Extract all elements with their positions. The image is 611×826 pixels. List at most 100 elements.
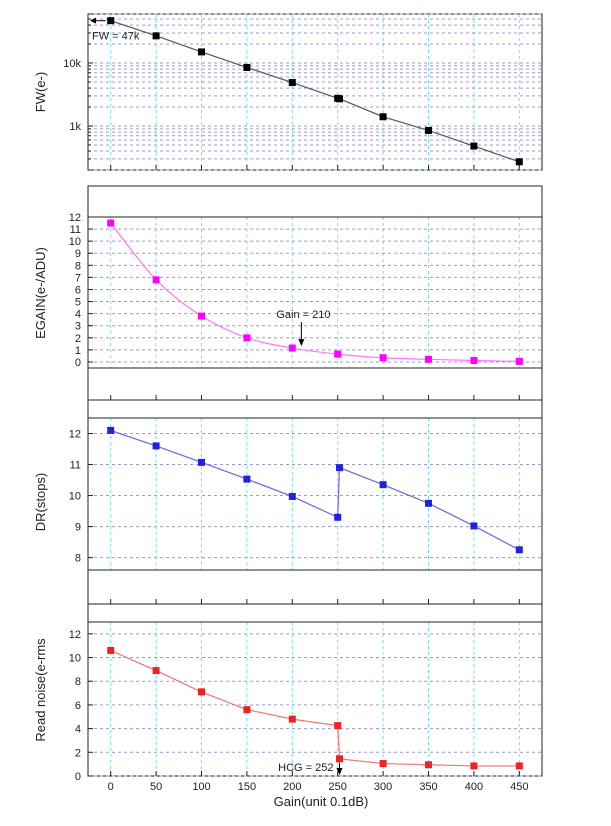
x-axis-label: Gain(unit 0.1dB) bbox=[274, 794, 369, 809]
data-point bbox=[334, 350, 342, 358]
y-tick-label: 0 bbox=[75, 771, 81, 783]
y-tick-label: 1k bbox=[69, 121, 81, 133]
data-point bbox=[470, 522, 478, 530]
panel-frame bbox=[87, 603, 543, 777]
y-tick-label: 0 bbox=[75, 357, 81, 369]
data-point bbox=[243, 334, 251, 342]
series-line bbox=[110, 20, 520, 163]
x-tick-label: 0 bbox=[108, 781, 114, 793]
data-point bbox=[198, 458, 205, 466]
y-axis-label: Read noise(e-rms bbox=[33, 638, 48, 742]
y-tick-label: 8 bbox=[75, 676, 81, 688]
y-tick-label: 4 bbox=[75, 309, 81, 321]
data-point bbox=[288, 344, 296, 352]
y-tick-label: 4 bbox=[75, 724, 81, 736]
data-point bbox=[107, 219, 115, 227]
y-tick-label: 10 bbox=[69, 236, 81, 248]
y-tick-label: 9 bbox=[75, 248, 81, 260]
data-point bbox=[425, 761, 432, 769]
series-line bbox=[110, 429, 520, 551]
x-tick-label: 100 bbox=[192, 781, 210, 793]
data-point bbox=[288, 715, 296, 723]
data-point bbox=[243, 63, 251, 71]
y-tick-label: 12 bbox=[69, 429, 81, 441]
data-point bbox=[425, 499, 432, 507]
fw-panel: 1k 10k FW(e-) FW = 47k bbox=[33, 13, 543, 171]
y-tick-label: 10k bbox=[63, 58, 81, 70]
data-point bbox=[107, 17, 115, 25]
y-tick-label: 8 bbox=[75, 260, 81, 272]
series-line bbox=[110, 649, 520, 767]
y-tick-label: 7 bbox=[75, 272, 81, 284]
data-point bbox=[336, 95, 344, 103]
x-tick-label: 200 bbox=[283, 781, 301, 793]
data-point bbox=[243, 475, 251, 483]
y-tick-label: 1 bbox=[75, 345, 81, 357]
data-point bbox=[470, 142, 478, 150]
y-tick-label: 11 bbox=[70, 224, 81, 236]
y-axis-label: EGAIN(e-/ADU) bbox=[33, 247, 48, 339]
data-point bbox=[334, 513, 342, 521]
y-tick-label: 2 bbox=[75, 747, 81, 759]
y-tick-label: 3 bbox=[75, 321, 81, 333]
y-tick-label: 12 bbox=[69, 629, 81, 641]
data-point bbox=[243, 706, 251, 714]
data-point bbox=[470, 762, 478, 770]
data-point bbox=[107, 646, 115, 654]
data-point bbox=[107, 426, 115, 434]
y-tick-label: 6 bbox=[75, 284, 81, 296]
y-tick-label: 11 bbox=[70, 460, 81, 472]
read-noise-panel: 0 2 4 6 8 10 12 0 50 100 150 200 250 300 350 400 450 Read… bbox=[33, 603, 543, 793]
y-tick-label: 10 bbox=[69, 653, 81, 665]
data-point bbox=[336, 755, 344, 763]
y-axis-label: FW(e-) bbox=[33, 72, 48, 112]
x-tick-label: 50 bbox=[150, 781, 162, 793]
x-tick-label: 400 bbox=[465, 781, 483, 793]
y-axis-label: DR(stops) bbox=[33, 473, 48, 532]
data-point bbox=[336, 464, 344, 472]
data-point bbox=[515, 158, 523, 166]
data-point bbox=[152, 667, 160, 675]
data-point bbox=[152, 32, 160, 40]
data-point bbox=[198, 48, 205, 56]
dr-panel: 8 9 10 11 12 DR(stops) bbox=[33, 399, 543, 605]
series-line bbox=[110, 222, 520, 362]
x-tick-label: 450 bbox=[510, 781, 528, 793]
x-tick-label: 300 bbox=[374, 781, 392, 793]
data-point bbox=[152, 276, 160, 284]
fw-annotation-label: FW = 47k bbox=[92, 31, 140, 43]
data-point bbox=[288, 79, 296, 87]
data-point bbox=[198, 312, 205, 320]
x-tick-label: 150 bbox=[238, 781, 256, 793]
data-point bbox=[152, 442, 160, 450]
y-tick-label: 8 bbox=[75, 553, 81, 565]
annotation-arrowhead bbox=[90, 17, 96, 24]
data-point bbox=[379, 481, 387, 489]
x-tick-label: 250 bbox=[329, 781, 347, 793]
panel-frame bbox=[87, 13, 543, 171]
hcg-annotation-label: HCG = 252 bbox=[278, 762, 333, 774]
data-point bbox=[288, 492, 296, 500]
y-tick-label: 9 bbox=[75, 522, 81, 534]
data-point bbox=[379, 760, 387, 768]
egain-annotation-label: Gain = 210 bbox=[276, 309, 330, 321]
y-tick-label: 12 bbox=[69, 212, 81, 224]
data-point bbox=[379, 113, 387, 121]
data-point bbox=[515, 762, 523, 770]
y-tick-label: 6 bbox=[75, 700, 81, 712]
x-tick-label: 350 bbox=[419, 781, 437, 793]
data-point bbox=[198, 688, 205, 696]
data-point bbox=[515, 546, 523, 554]
data-point bbox=[515, 357, 523, 365]
annotation-arrowhead bbox=[298, 339, 305, 347]
data-point bbox=[334, 722, 342, 730]
y-tick-label: 2 bbox=[75, 333, 81, 345]
data-point bbox=[379, 354, 387, 362]
data-point bbox=[425, 126, 432, 134]
data-point bbox=[470, 357, 478, 365]
annotation-arrowhead bbox=[336, 768, 343, 775]
y-tick-label: 5 bbox=[75, 297, 81, 309]
y-tick-label: 10 bbox=[69, 491, 81, 503]
